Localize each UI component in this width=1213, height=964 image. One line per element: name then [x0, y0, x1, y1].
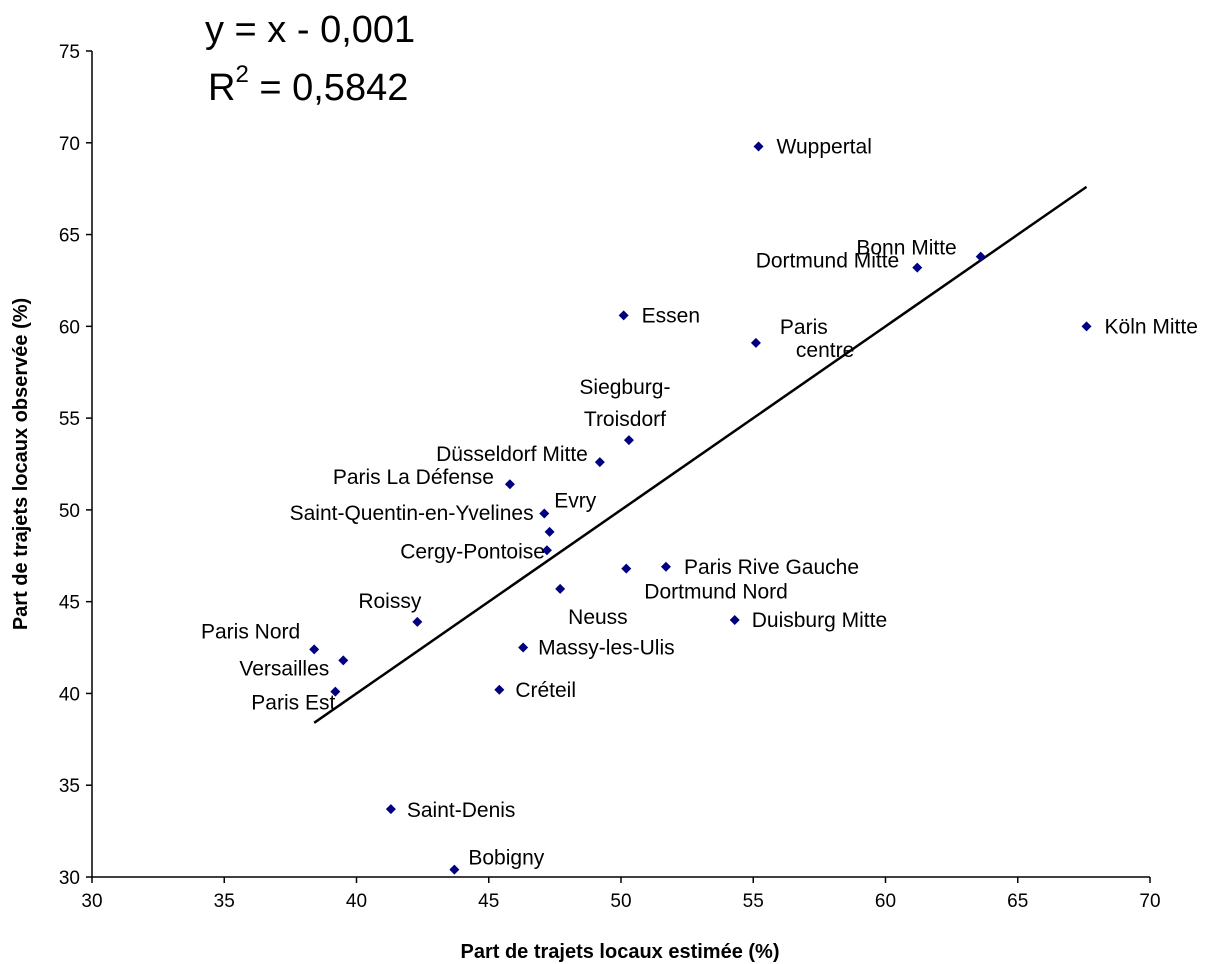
point-label: Saint-Denis: [407, 799, 516, 822]
point-label: Cergy-Pontoise: [400, 540, 545, 563]
point-label: Duisburg Mitte: [752, 609, 887, 632]
point-label: Wuppertal: [777, 135, 872, 158]
data-point: [504, 479, 515, 490]
point-label: Paris La Défense: [333, 466, 494, 489]
y-tick-label: 30: [59, 868, 80, 889]
x-tick-label: 50: [610, 891, 631, 912]
point-label: Roissy: [358, 590, 422, 613]
point-label: Neuss: [568, 606, 628, 629]
y-tick-label: 75: [59, 42, 80, 63]
equation-text: y = x - 0,001: [205, 9, 415, 51]
point-label: Paris Nord: [201, 620, 300, 643]
data-point: [1081, 321, 1092, 332]
y-axis-title: Part de trajets locaux observée (%): [10, 298, 32, 630]
point-label: Köln Mitte: [1105, 315, 1198, 338]
point-label: Paris centre: [780, 316, 854, 362]
point-label: Versailles: [239, 657, 329, 680]
point-label: Siegburg-Troisdorf: [579, 376, 670, 431]
data-point: [975, 251, 986, 262]
y-tick-label: 50: [59, 501, 80, 522]
x-tick-label: 65: [1007, 891, 1028, 912]
y-tick-label: 65: [59, 226, 80, 247]
point-label: Paris Rive Gauche: [684, 556, 859, 579]
point-label: Evry: [554, 490, 597, 513]
data-point: [660, 561, 671, 572]
data-point: [753, 141, 764, 152]
point-label: Essen: [642, 304, 700, 327]
r-squared-text: R2 = 0,5842: [208, 61, 408, 109]
data-point: [623, 435, 634, 446]
point-label: Dortmund Mitte: [756, 250, 900, 273]
y-tick-label: 70: [59, 134, 80, 155]
axes: 30 35 40 45 50 55 60 65 70 30 35 40 45 50 55 60 65 70 75: [59, 42, 1161, 912]
data-point: [594, 457, 605, 468]
data-point: [494, 684, 505, 695]
data-point: [555, 583, 566, 594]
point-label: Bonn Mitte: [856, 237, 956, 260]
trendline-group: [313, 185, 1088, 724]
y-tick-label: 55: [59, 409, 80, 430]
y-tick-label: 35: [59, 776, 80, 797]
data-point: [618, 310, 629, 321]
point-label: Dortmund Nord: [644, 581, 788, 604]
data-point: [412, 616, 423, 627]
y-tick-label: 60: [59, 317, 80, 338]
data-point: [518, 642, 529, 653]
data-point: [309, 644, 320, 655]
point-label: Bobigny: [468, 847, 544, 870]
data-point: [385, 804, 396, 815]
x-tick-label: 35: [214, 891, 235, 912]
data-point: [912, 262, 923, 273]
data-point: [729, 615, 740, 626]
data-point: [541, 545, 552, 556]
point-label: Saint-Quentin-en-Yvelines: [290, 502, 534, 525]
points-group: [309, 141, 1092, 875]
data-point: [330, 686, 341, 697]
point-label: Paris Est: [251, 692, 335, 715]
y-tick-label: 40: [59, 684, 80, 705]
point-label: Düsseldorf Mitte: [436, 443, 588, 466]
x-axis-title: Part de trajets locaux estimée (%): [460, 941, 779, 963]
x-tick-label: 40: [346, 891, 367, 912]
equation-block: y = x - 0,001 R2 = 0,5842: [205, 9, 415, 109]
trendline: [313, 185, 1088, 724]
data-point: [449, 864, 460, 875]
data-point: [544, 526, 555, 537]
y-tick-label: 45: [59, 593, 80, 614]
x-tick-label: 60: [875, 891, 896, 912]
data-point: [338, 655, 349, 666]
point-label: Massy-les-Ulis: [538, 637, 675, 660]
data-point: [539, 508, 550, 519]
x-tick-label: 30: [81, 891, 102, 912]
point-label: Créteil: [515, 679, 576, 702]
x-tick-label: 70: [1139, 891, 1160, 912]
x-tick-label: 45: [478, 891, 499, 912]
data-point: [750, 337, 761, 348]
data-point: [621, 563, 632, 574]
x-tick-label: 55: [743, 891, 764, 912]
